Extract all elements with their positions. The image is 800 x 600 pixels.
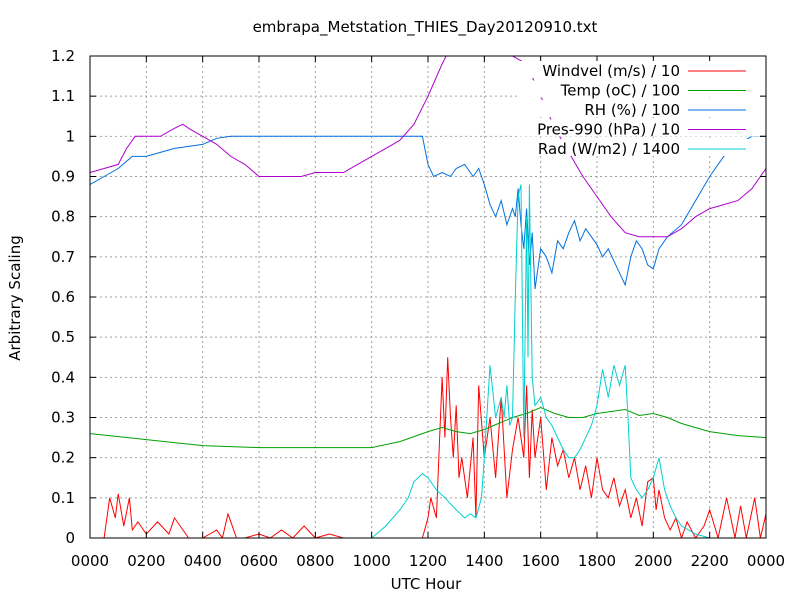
y-tick-label: 0.2 (51, 449, 75, 467)
y-tick-label: 0.4 (51, 368, 75, 386)
plot-frame (89, 55, 767, 539)
legend-label-0: Windvel (m/s) / 10 (542, 62, 680, 80)
legend-label-1: Temp (oC) / 100 (560, 82, 680, 100)
legend-bg (520, 119, 760, 137)
y-tick-label: 0.7 (51, 248, 75, 266)
y-tick-label: 0 (65, 529, 75, 547)
legend-label-3: Pres-990 (hPa) / 10 (537, 121, 680, 139)
x-tick-label: 1000 (353, 552, 391, 570)
y-tick-label: 0.8 (51, 208, 75, 226)
legend-bg (520, 139, 760, 156)
x-tick-label: 0600 (240, 552, 278, 570)
x-tick-label: 0200 (127, 552, 165, 570)
x-tick-label: 0000 (71, 552, 109, 570)
x-tick-label: 1400 (465, 552, 503, 570)
y-axis-label: Arbitrary Scaling (6, 235, 24, 361)
legend-bg (520, 61, 760, 78)
x-tick-label: 0400 (184, 552, 222, 570)
chart-title: embrapa_Metstation_THIES_Day20120910.txt (253, 18, 598, 37)
y-tick-label: 0.9 (51, 168, 75, 186)
x-tick-label: 1200 (409, 552, 447, 570)
y-tick-label: 1.2 (51, 47, 75, 65)
x-tick-label: 2000 (634, 552, 672, 570)
y-tick-label: 1 (65, 127, 75, 145)
x-tick-label: 2200 (691, 552, 729, 570)
legend-label-2: RH (%) / 100 (584, 101, 680, 119)
y-tick-label: 0.1 (51, 489, 75, 507)
series-line-4 (90, 184, 766, 538)
series-line-0 (90, 357, 766, 538)
x-tick-label: 1800 (578, 552, 616, 570)
legend-bg (520, 80, 760, 98)
axes: 0 0.1 0.2 0.3 0.4 0.5 0.6 0.7 0.8 0.9 1 1.1 1.2 0000 0… (51, 47, 785, 570)
plot-area (90, 56, 766, 538)
series-line-3 (90, 56, 766, 238)
legend-bg (520, 100, 760, 117)
x-tick-label: 0800 (296, 552, 334, 570)
y-tick-label: 0.5 (51, 328, 75, 346)
y-tick-label: 0.3 (51, 409, 75, 427)
x-axis-label: UTC Hour (391, 575, 462, 593)
x-tick-label: 1600 (522, 552, 560, 570)
y-tick-label: 1.1 (51, 87, 75, 105)
x-tick-label: 0000 (747, 552, 785, 570)
y-tick-label: 0.6 (51, 288, 75, 306)
series-line-1 (90, 406, 766, 449)
legend-label-4: Rad (W/m2) / 1400 (538, 140, 680, 158)
